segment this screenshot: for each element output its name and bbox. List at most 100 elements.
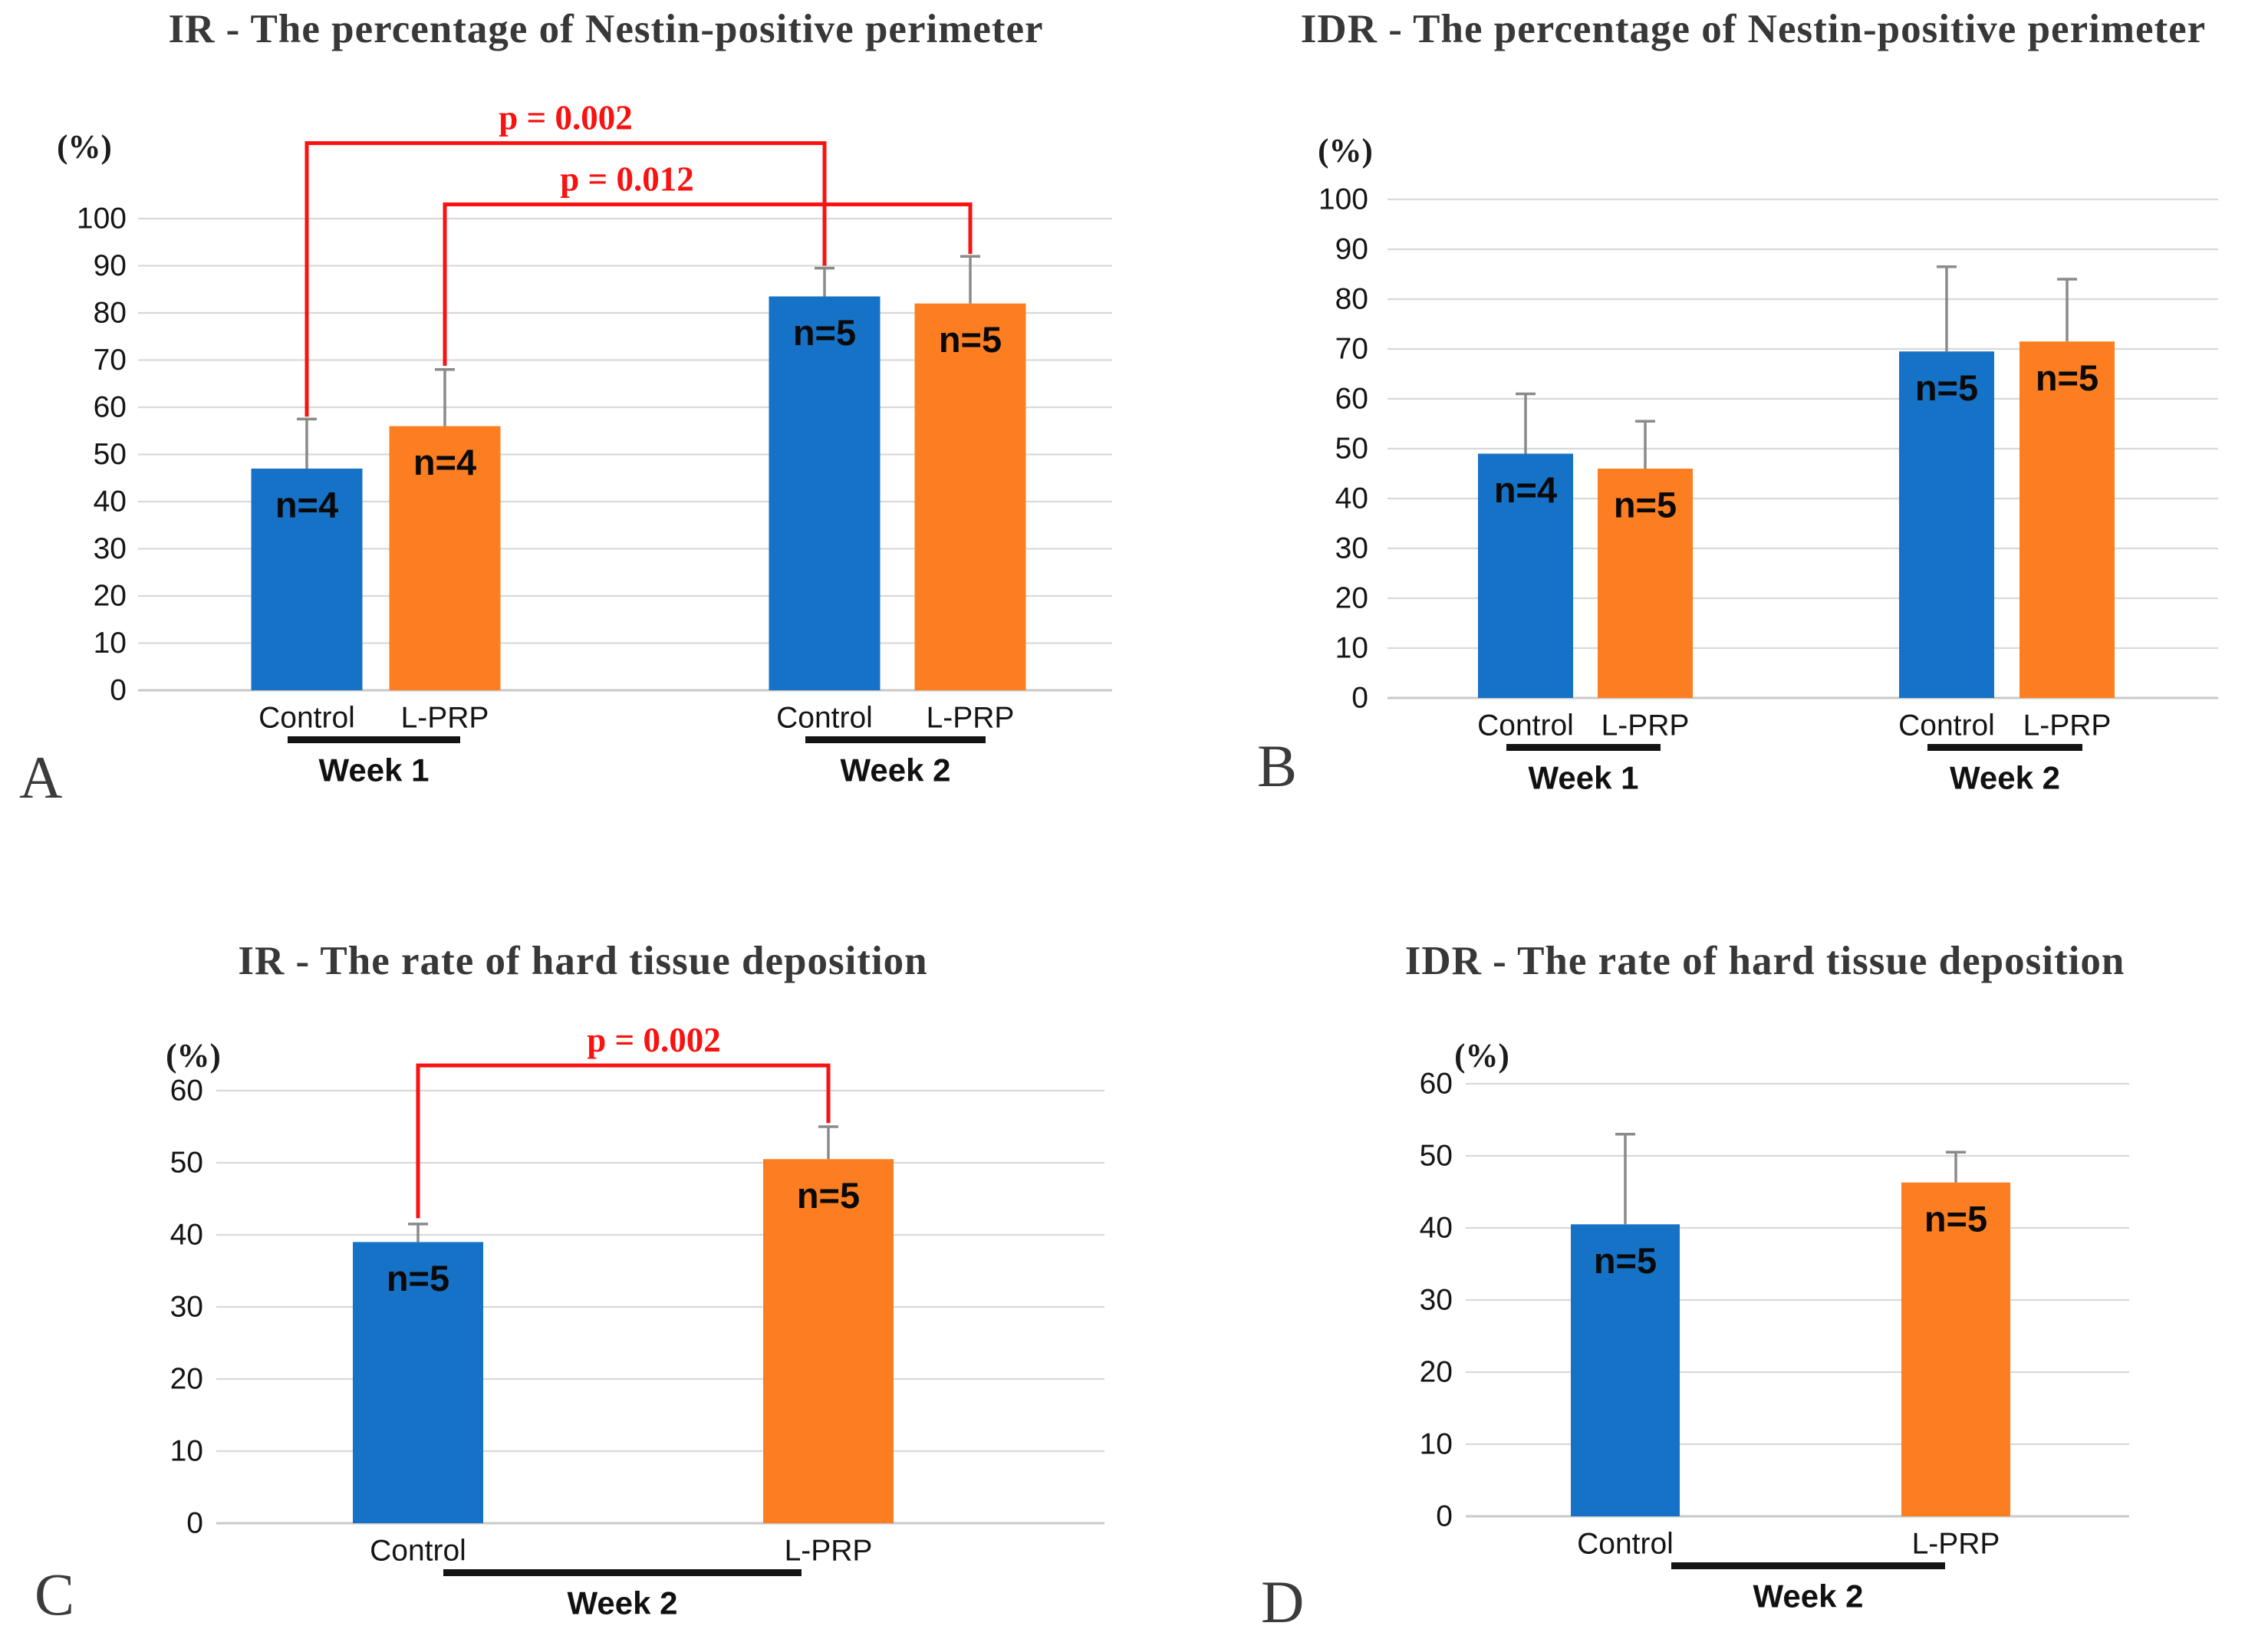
x-axis-label-week-1-l-prp: L-PRP [401, 702, 489, 735]
significance-brackets: p = 0.002 [416, 1021, 831, 1219]
y-axis-unit-label: (%) [166, 1038, 221, 1075]
y-tick-label-60: 60 [1420, 1068, 1453, 1101]
y-tick-label-40: 40 [1335, 482, 1368, 515]
gridlines [1466, 1082, 2129, 1518]
n-label-week-2-control: n=5 [1594, 1240, 1657, 1281]
bar-week-1-l-prp [1598, 469, 1693, 698]
panel-b-chart: 0 10 20 30 40 50 60 70 80 90 100 (%) n=4 n=5 n=5 n=5 Con… [1318, 133, 2218, 796]
y-tick-label-40: 40 [1420, 1212, 1453, 1245]
group-label-2: Week 2 [841, 752, 951, 788]
panel-a-letter: A [19, 744, 63, 811]
x-axis-label-week-1-control: Control [1477, 709, 1574, 742]
y-tick-label-20: 20 [170, 1363, 203, 1396]
n-label-week-1-control: n=4 [1494, 469, 1557, 510]
bar-week-2-l-prp [2019, 341, 2115, 698]
y-tick-label-10: 10 [1420, 1428, 1453, 1461]
panel-c-chart: 0 10 20 30 40 50 60(%) n=5 n=5 Control L-PRP Week 2… [166, 1021, 1104, 1621]
n-label-week-1-l-prp: n=5 [1614, 485, 1677, 525]
bar-axis-labels: Control L-PRP Control L-PRP [1477, 709, 2111, 742]
y-tick-label-60: 60 [170, 1075, 203, 1108]
y-tick-label-90: 90 [1335, 233, 1368, 266]
panel-c-letter: C [35, 1561, 75, 1628]
y-tick-label-70: 70 [94, 344, 127, 377]
panel-a: IR - The percentage of Nestin-positive p… [0, 0, 1134, 824]
group-labels: Week 2 [443, 1569, 802, 1621]
y-tick-label-10: 10 [1335, 632, 1368, 665]
n-labels: n=4 n=4 n=5 n=5 [275, 312, 1002, 525]
y-tick-label-40: 40 [94, 485, 127, 518]
group-label-1: Week 1 [319, 752, 430, 788]
y-axis-tick-labels: 0 10 20 30 40 50 60 70 80 90 100 [1318, 183, 1368, 715]
n-label-week-2-l-prp: n=5 [797, 1175, 860, 1216]
panel-b-title: IDR - The percentage of Nestin-positive … [1300, 7, 2207, 51]
y-tick-label-60: 60 [94, 391, 127, 424]
n-labels: n=5 n=5 [1594, 1198, 1987, 1281]
panel-d-letter: D [1261, 1568, 1305, 1635]
bar-week-1-l-prp [389, 426, 501, 690]
y-tick-label-50: 50 [94, 438, 127, 471]
y-tick-label-30: 30 [94, 532, 127, 565]
x-axis-label-week-1-control: Control [258, 702, 355, 735]
y-tick-label-70: 70 [1335, 333, 1368, 366]
group-label-1: Week 2 [568, 1585, 678, 1621]
group-label-1: Week 1 [1529, 760, 1639, 796]
y-tick-label-50: 50 [1420, 1140, 1453, 1173]
bars [251, 296, 1026, 691]
panel-c-title: IR - The rate of hard tissue deposition [238, 939, 928, 983]
group-underline-2 [805, 736, 986, 743]
significance-bracket-1 [416, 1063, 831, 1219]
y-tick-label-50: 50 [170, 1147, 203, 1180]
bar-week-2-l-prp [763, 1159, 894, 1523]
bars [1571, 1182, 2010, 1516]
n-label-week-2-control: n=5 [387, 1258, 449, 1298]
x-axis-label-week-2-control: Control [370, 1535, 466, 1568]
y-tick-label-10: 10 [94, 627, 127, 660]
y-axis-tick-labels: 0 10 20 30 40 50 60 [170, 1075, 203, 1540]
y-tick-label-30: 30 [1420, 1284, 1453, 1317]
y-tick-label-100: 100 [1318, 183, 1368, 216]
y-axis-unit-label: (%) [57, 130, 112, 166]
panel-a-chart: 0 10 20 30 40 50 60 70 80 90 100 (%) n=4 n=4 n=5 n=5 Con… [57, 99, 1112, 788]
panel-d-title: IDR - The rate of hard tissue deposition [1404, 939, 2125, 983]
y-axis-unit-label: (%) [1318, 133, 1373, 170]
group-labels: Week 1 Week 2 [288, 736, 986, 788]
bar-week-1-control [251, 468, 363, 690]
y-tick-label-40: 40 [170, 1219, 203, 1252]
bars [1478, 341, 2115, 698]
n-label-week-1-l-prp: n=4 [413, 442, 476, 482]
panel-a-title: IR - The percentage of Nestin-positive p… [168, 7, 1044, 51]
x-axis-label-week-2-l-prp: L-PRP [785, 1535, 873, 1568]
y-axis-unit-label: (%) [1454, 1038, 1509, 1075]
group-label-2: Week 2 [1950, 760, 2060, 796]
error-bars [297, 255, 980, 469]
significance-p-value-1: p = 0.002 [587, 1021, 720, 1059]
n-label-week-2-l-prp: n=5 [1924, 1198, 1987, 1239]
y-tick-label-30: 30 [170, 1291, 203, 1324]
y-tick-label-10: 10 [170, 1435, 203, 1468]
n-label-week-2-l-prp: n=5 [2036, 357, 2098, 398]
x-axis-label-week-2-l-prp: L-PRP [2023, 709, 2112, 742]
bar-week-2-control [769, 296, 881, 691]
significance-brackets: p = 0.002 p = 0.012 [304, 99, 973, 417]
y-tick-label-20: 20 [1420, 1356, 1453, 1389]
bar-week-2-control [1571, 1224, 1680, 1516]
y-tick-label-30: 30 [1335, 532, 1368, 565]
bars [353, 1159, 894, 1523]
error-bars [1516, 265, 2077, 469]
x-axis-label-week-2-control: Control [1577, 1528, 1674, 1561]
gridlines [216, 1089, 1104, 1525]
y-axis-tick-labels: 0 10 20 30 40 50 60 70 80 90 100 [77, 202, 127, 707]
panel-d: IDR - The rate of hard tissue deposition… [1134, 824, 2268, 1649]
y-tick-label-100: 100 [77, 202, 127, 235]
n-labels: n=5 n=5 [387, 1175, 860, 1298]
x-axis-label-week-1-l-prp: L-PRP [1601, 709, 1690, 742]
y-tick-label-60: 60 [1335, 383, 1368, 416]
panel-b-letter: B [1257, 732, 1298, 799]
y-axis-tick-labels: 0 10 20 30 40 50 60 [1420, 1068, 1453, 1533]
x-axis-label-week-2-l-prp: L-PRP [1912, 1528, 2000, 1561]
bar-week-1-control [1478, 453, 1573, 698]
y-tick-label-20: 20 [94, 580, 127, 613]
n-labels: n=4 n=5 n=5 n=5 [1494, 357, 2098, 525]
group-underline-1 [1671, 1562, 1945, 1569]
